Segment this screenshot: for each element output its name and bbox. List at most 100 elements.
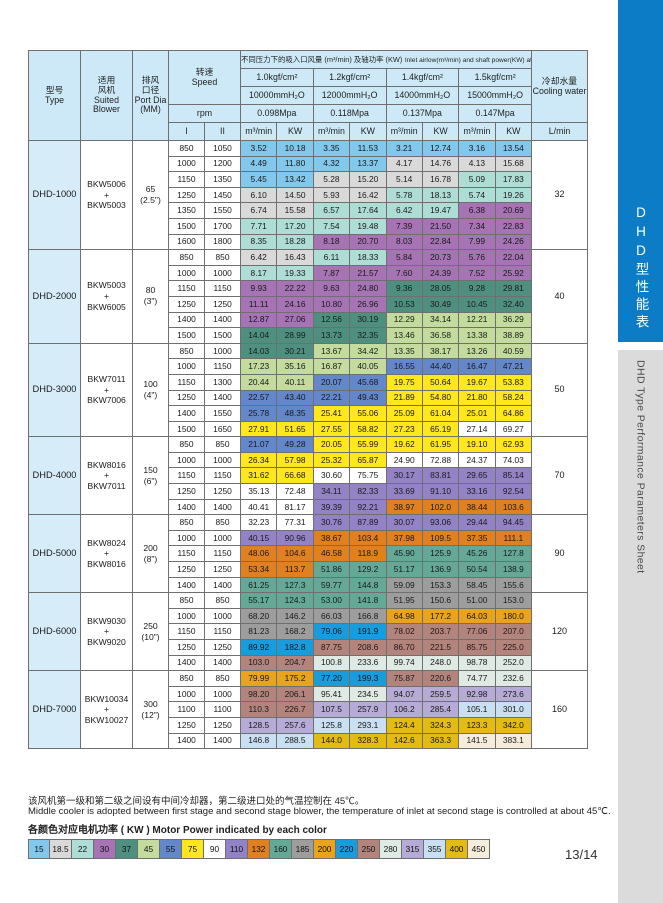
kw-value: 29.81 [494, 280, 533, 297]
flow-value: 144.0 [312, 732, 351, 750]
kw-value: 24.39 [421, 264, 460, 282]
flow-value: 5.09 [458, 171, 496, 188]
kw-value: 94.45 [494, 514, 533, 531]
kw-value: 26.96 [349, 295, 387, 313]
blower-combo: BKW5006 + BKW5003 [80, 139, 133, 251]
cooling-water: 160 [531, 670, 588, 750]
flow-value: 29.65 [458, 467, 496, 485]
flow-value: 89.92 [239, 639, 278, 656]
kw-value: 203.7 [421, 623, 460, 640]
speed-II: 1500 [204, 327, 241, 344]
kw-value: 49.43 [349, 389, 387, 407]
blower-combo: BKW8024 + BKW8016 [80, 514, 133, 594]
speed-II: 850 [204, 249, 241, 266]
kw-value: 75.75 [349, 467, 387, 485]
flow-value: 59.09 [385, 576, 423, 594]
kw-value: 27.06 [276, 311, 314, 329]
flow-value: 13.38 [458, 327, 496, 344]
data-row: 1250 1250 53.34 113.7 51.86 129.2 51.17 136.9 50… [29, 561, 588, 578]
kw-value: 16.78 [421, 171, 460, 188]
data-row: 1400 1400 61.25 127.3 59.77 144.8 59.09 153.3 58… [29, 576, 588, 594]
kw-value: 40.05 [349, 358, 387, 375]
kw-value: 21.57 [349, 264, 387, 282]
kw-value: 168.2 [276, 623, 314, 640]
flow-value: 25.09 [385, 405, 423, 422]
flow-value: 10.45 [458, 295, 496, 313]
flow-value: 14.03 [239, 342, 278, 360]
kw-value: 65.19 [421, 420, 460, 438]
kw-value: 221.5 [421, 639, 460, 656]
kw-value: 141.8 [349, 592, 387, 609]
flow-value: 5.45 [239, 171, 278, 188]
kw-value: 24.16 [276, 295, 314, 313]
legend-chip: 18.5 [50, 839, 72, 859]
cooling-water: 120 [531, 592, 588, 672]
kw-value: 136.9 [421, 561, 460, 578]
kw-value: 383.1 [494, 732, 533, 750]
kw-value: 113.7 [276, 561, 314, 578]
speed-I: 1000 [168, 451, 205, 469]
port-dia: 65 (2.5") [132, 139, 169, 251]
kw-value: 324.3 [421, 716, 460, 734]
legend-chip: 37 [116, 839, 138, 859]
speed-I: 1400 [168, 732, 205, 750]
kw-value: 153.3 [421, 576, 460, 594]
flow-value: 21.80 [458, 389, 496, 407]
speed-II: 1250 [204, 483, 241, 500]
legend-chip: 200 [314, 839, 336, 859]
flow-value: 37.98 [385, 529, 423, 547]
flow-value: 7.99 [458, 233, 496, 251]
data-row: DHD-3000 BKW7011 + BKW7006 100 (4") 850 1000… [28, 342, 588, 438]
kw-value: 124.3 [276, 592, 314, 609]
pressure-mmh2o: 15000mmH₂O [458, 86, 532, 105]
flow-value: 9.63 [312, 280, 351, 297]
legend-chip: 75 [182, 839, 204, 859]
model-name: DHD-3000 [28, 342, 81, 438]
speed-I: 1250 [168, 639, 205, 656]
kw-value: 17.20 [276, 217, 314, 235]
kw-value: 153.0 [494, 592, 533, 609]
flow-value: 46.58 [312, 545, 351, 563]
flow-value: 5.74 [458, 186, 496, 204]
kw-value: 22.83 [494, 217, 533, 235]
kw-value: 22.84 [421, 233, 460, 251]
kw-value: 87.89 [349, 514, 387, 531]
kw-value: 20.73 [421, 249, 460, 266]
pressure-kgf: 1.4kgf/cm² [385, 68, 460, 87]
speed-II: 1400 [204, 576, 241, 594]
kw-value: 18.13 [421, 186, 460, 204]
kw-value: 20.70 [349, 233, 387, 251]
flow-value: 3.35 [312, 140, 351, 157]
flow-value: 24.90 [385, 451, 423, 469]
flow-value: 86.70 [385, 639, 423, 656]
kw-value: 14.50 [276, 186, 314, 204]
flow-value: 38.44 [458, 498, 496, 516]
kw-value: 15.20 [349, 171, 387, 188]
flow-value: 78.02 [385, 623, 423, 640]
flow-value: 20.05 [312, 436, 351, 453]
kw-value: 24.80 [349, 280, 387, 297]
flow-value: 8.18 [312, 233, 351, 251]
speed-II: 1250 [204, 561, 241, 578]
side-tab-cn: DHD型性能表 [618, 0, 663, 342]
flow-value: 3.52 [239, 140, 278, 157]
kw-value: 35.16 [276, 358, 314, 375]
speed-I: 1000 [168, 264, 205, 282]
port-dia: 300 (12") [132, 670, 169, 750]
kw-value: 77.31 [276, 514, 314, 531]
flow-value: 107.5 [312, 701, 351, 718]
kw-value: 257.6 [276, 716, 314, 734]
pressure-mpa: 0.118Mpa [312, 104, 387, 123]
col-header-type: 型号 Type [28, 50, 81, 141]
kw-value: 55.99 [349, 436, 387, 453]
cooling-water: 32 [531, 139, 588, 251]
data-row: DHD-6000 BKW9030 + BKW9020 250 (10") 850 850… [28, 592, 588, 672]
cooling-water: 90 [531, 514, 588, 594]
kw-value: 43.40 [276, 389, 314, 407]
kw-value: 25.92 [494, 264, 533, 282]
flow-value: 16.47 [458, 358, 496, 375]
kw-value: 40.59 [494, 342, 533, 360]
flow-value: 106.2 [385, 701, 423, 718]
pressure-mmh2o: 10000mmH₂O [240, 86, 314, 105]
flow-value: 105.1 [458, 701, 496, 718]
